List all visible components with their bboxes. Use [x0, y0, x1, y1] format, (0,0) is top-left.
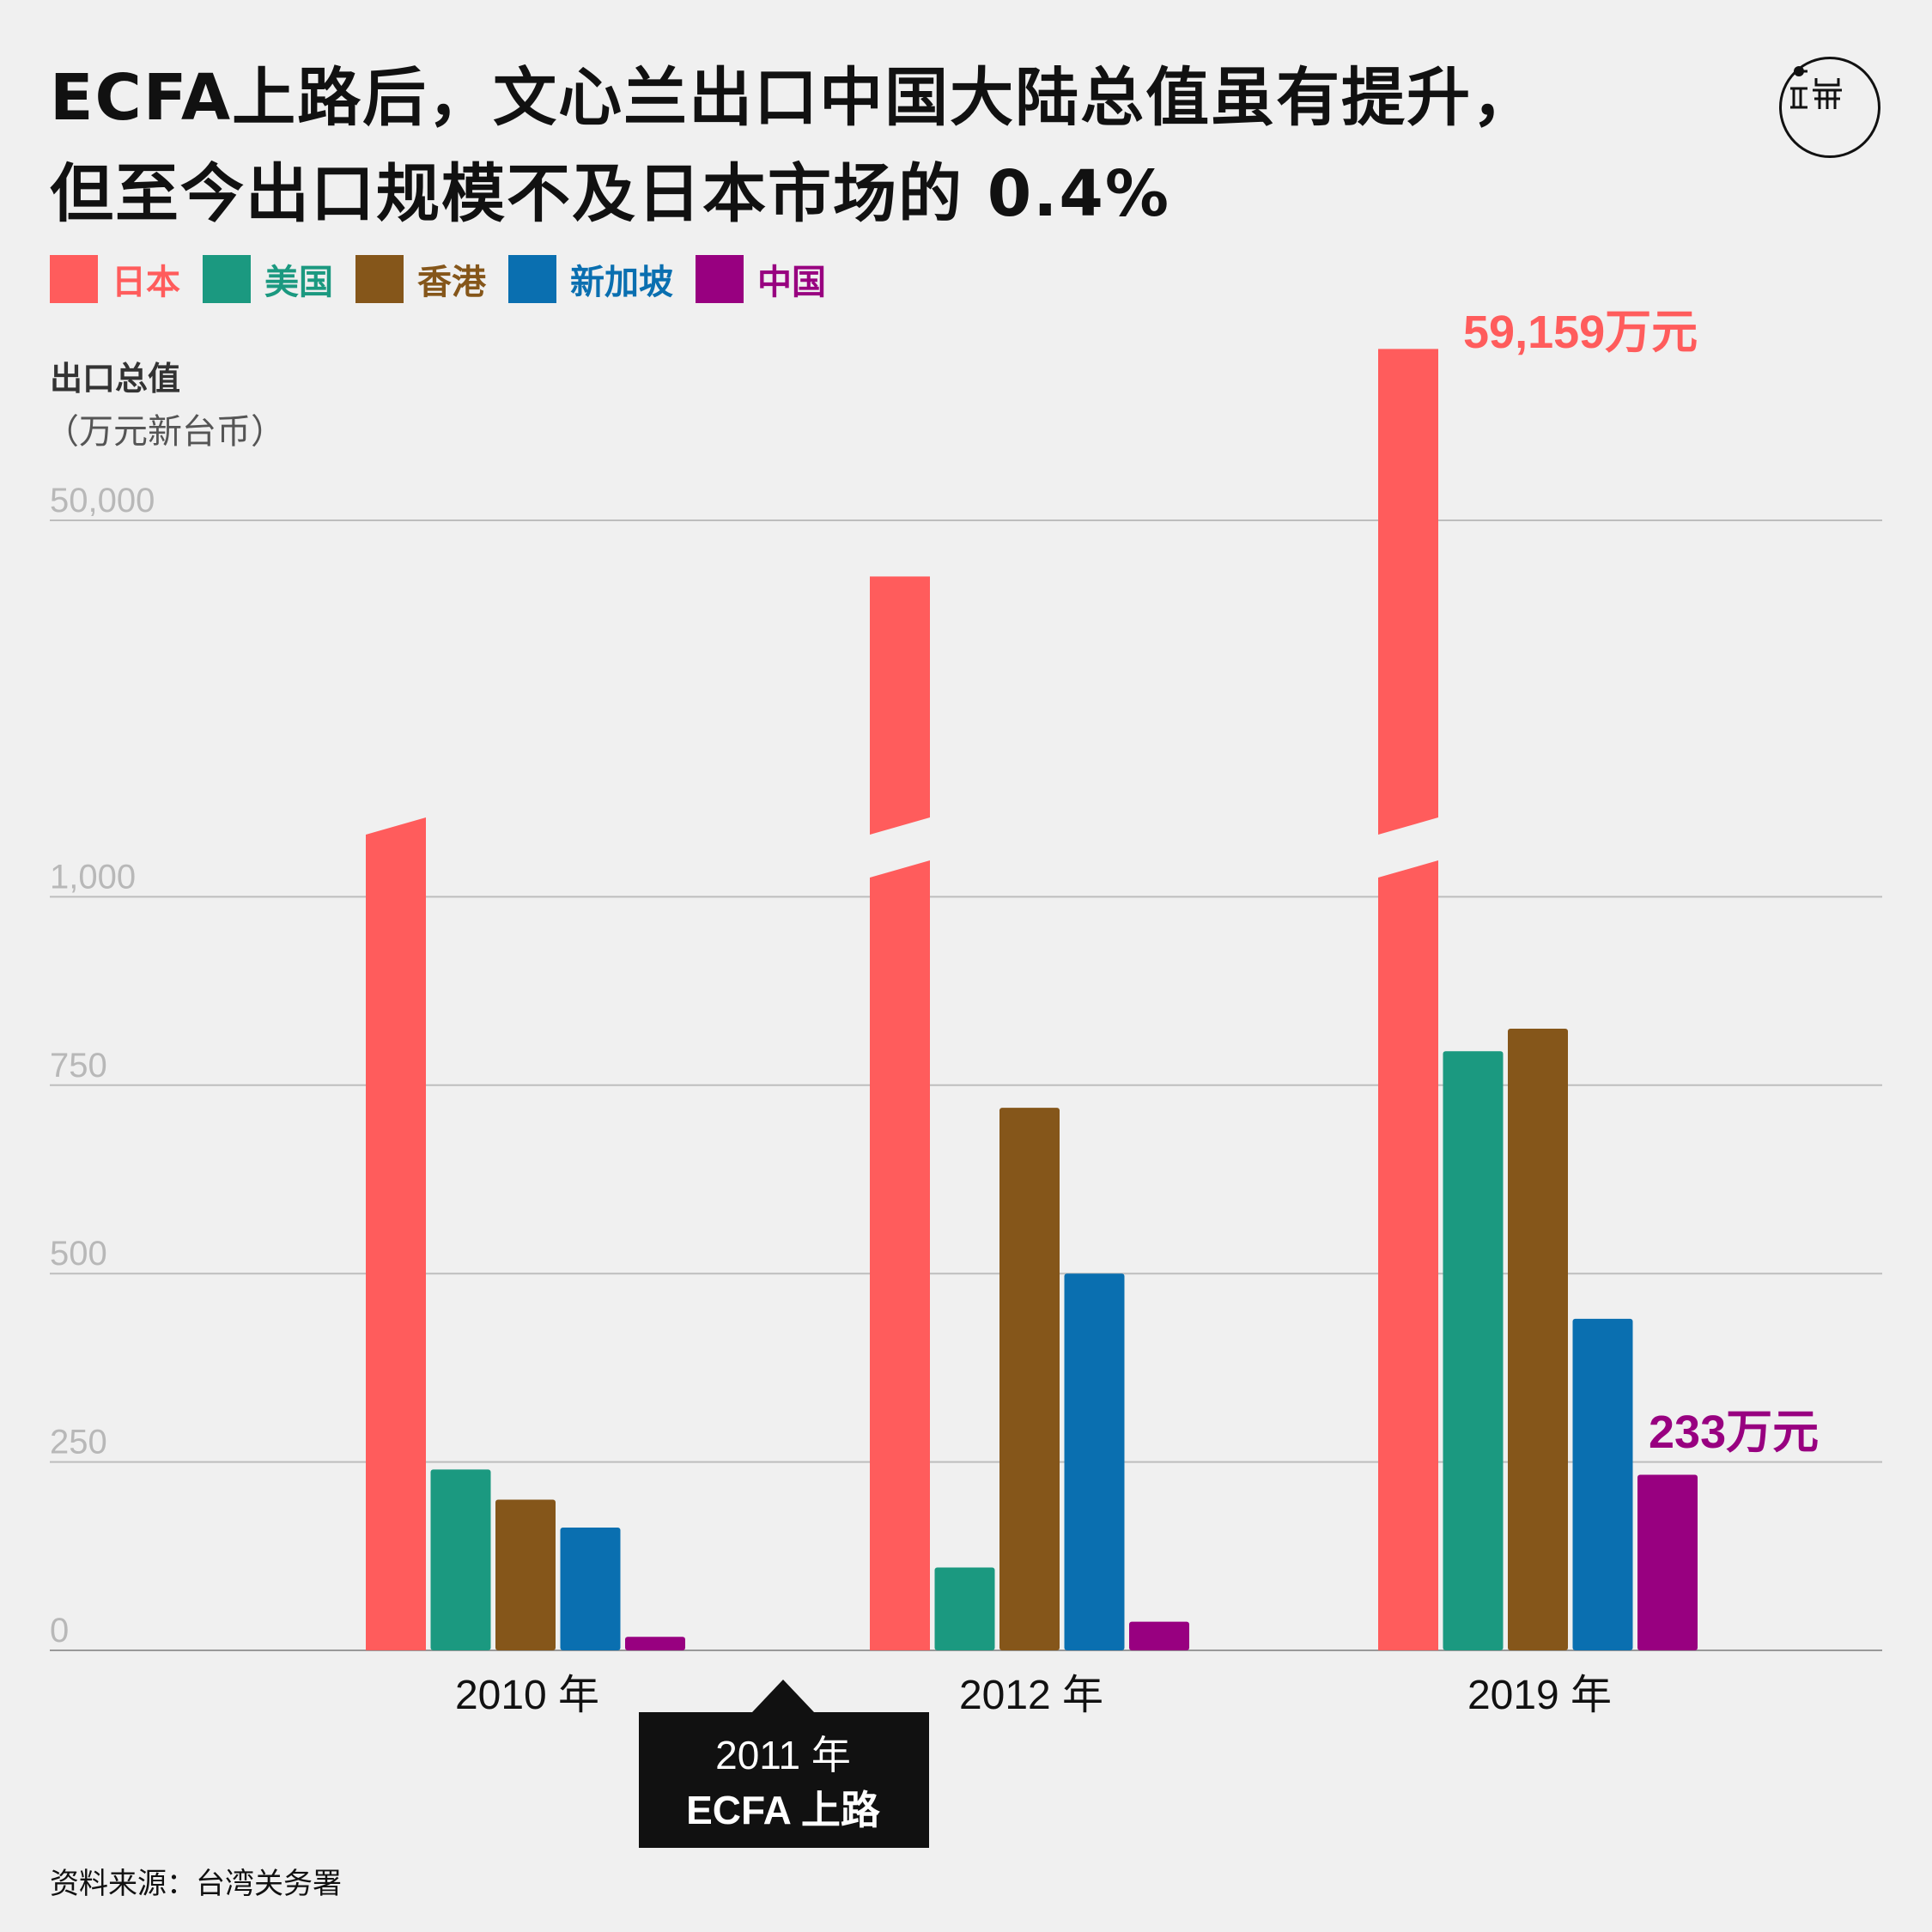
- bar: [560, 1527, 621, 1650]
- legend-swatch-hongkong: [355, 255, 404, 303]
- legend-swatch-japan: [50, 255, 98, 303]
- bar: [625, 1637, 685, 1650]
- chart-title-line-1: ECFA上路后，文心兰出口中国大陆总值虽有提升，: [50, 61, 1538, 135]
- legend-label-usa: 美国: [264, 263, 333, 302]
- event-callout-line-2: ECFA 上路: [686, 1788, 881, 1832]
- legend-label-japan: 日本: [112, 263, 180, 302]
- y-axis-unit: （万元新台币）: [45, 412, 285, 452]
- bar: [934, 1567, 995, 1650]
- data-source: 资料来源：台湾关务署: [50, 1867, 342, 1901]
- bar: [1129, 1621, 1189, 1650]
- bar: [1508, 1028, 1568, 1650]
- bar: [870, 576, 930, 835]
- bar: [366, 817, 426, 895]
- legend-label-hongkong: 香港: [417, 263, 486, 302]
- legend-swatch-singapore: [508, 255, 556, 303]
- data-label: 59,159万元: [1463, 307, 1698, 358]
- logo-glyph: [1790, 66, 1842, 109]
- bar: [1378, 349, 1438, 835]
- chart-title: ECFA上路后，文心兰出口中国大陆总值虽有提升， 但至今出口规模不及日本市场的 …: [50, 50, 1681, 242]
- legend-item-japan: 日本: [50, 254, 180, 304]
- bar: [1443, 1051, 1504, 1650]
- chart-title-line-2: 但至今出口规模不及日本市场的 0.4%: [50, 157, 1170, 231]
- bar: [1064, 1273, 1125, 1650]
- bar: [495, 1499, 556, 1650]
- event-callout-box: [639, 1680, 929, 1848]
- y-tick-label: 750: [50, 1047, 107, 1084]
- legend-label-singapore: 新加坡: [570, 263, 673, 302]
- bar: [430, 1469, 491, 1650]
- bar: [1572, 1318, 1633, 1650]
- chart-legend: 日本 美国 香港 新加坡 中国: [50, 254, 848, 304]
- bar: [999, 1108, 1060, 1650]
- data-label: 233万元: [1649, 1406, 1819, 1458]
- y-tick-label: 0: [50, 1612, 69, 1649]
- event-callout-line-1: 2011 年: [715, 1733, 851, 1777]
- y-tick-label: 250: [50, 1424, 107, 1461]
- x-tick-label: 2019 年: [1467, 1673, 1612, 1718]
- y-axis-title: 出口总值: [50, 360, 181, 398]
- legend-item-hongkong: 香港: [355, 254, 486, 304]
- bar: [1637, 1474, 1698, 1650]
- legend-label-china: 中国: [757, 263, 826, 302]
- legend-item-usa: 美国: [203, 254, 333, 304]
- y-tick-label: 1,000: [50, 858, 136, 896]
- initium-media-logo-icon: [1779, 57, 1880, 158]
- bar: [1378, 860, 1438, 1650]
- legend-item-china: 中国: [696, 254, 826, 304]
- y-tick-label: 50,000: [50, 482, 155, 519]
- legend-swatch-china: [696, 255, 744, 303]
- legend-item-singapore: 新加坡: [508, 254, 673, 304]
- bar: [870, 860, 930, 1650]
- y-tick-label: 500: [50, 1235, 107, 1273]
- x-tick-label: 2010 年: [455, 1673, 599, 1718]
- legend-swatch-usa: [203, 255, 251, 303]
- bar: [366, 860, 426, 1650]
- x-tick-label: 2012 年: [959, 1673, 1103, 1718]
